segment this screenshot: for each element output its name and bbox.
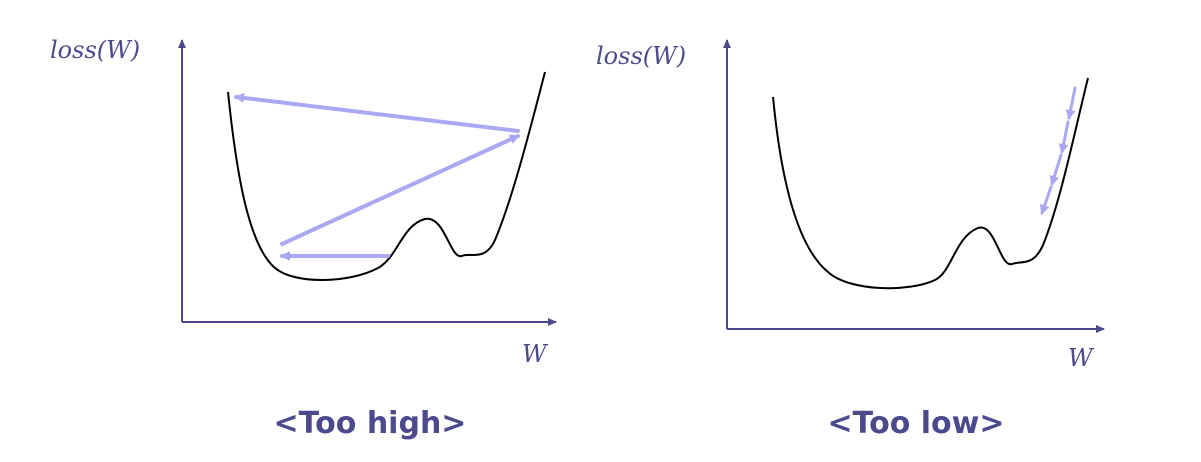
caption-too-high: <Too high> bbox=[274, 406, 467, 441]
step-arrow-1 bbox=[1065, 86, 1077, 120]
step-arrow-3 bbox=[234, 92, 520, 133]
y-axis-label: loss(W) bbox=[596, 42, 686, 70]
step-arrow-2 bbox=[280, 134, 520, 246]
loss-curve bbox=[772, 77, 1089, 290]
y-axis-label: loss(W) bbox=[50, 36, 140, 64]
step-arrow-2 bbox=[1058, 120, 1070, 154]
x-axis-label: W bbox=[522, 340, 549, 368]
step-arrow-4 bbox=[1039, 185, 1053, 215]
x-axis-label: W bbox=[1068, 344, 1095, 372]
panel-too-low: loss(W) W <Too low> bbox=[596, 39, 1105, 441]
panel-too-high: loss(W) W <Too high> bbox=[50, 36, 557, 441]
step-arrow-3 bbox=[1049, 153, 1063, 186]
caption-too-low: <Too low> bbox=[827, 406, 1004, 441]
loss-curve bbox=[227, 71, 546, 281]
